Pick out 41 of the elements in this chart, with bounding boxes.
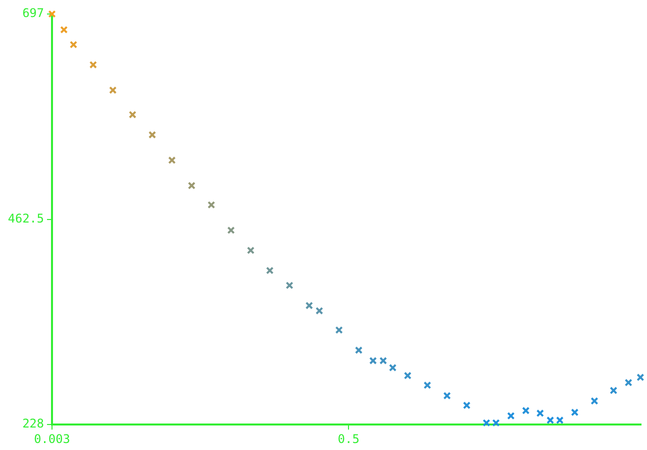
point (148, 130, 156, 139)
point (379, 356, 388, 365)
point (335, 326, 343, 334)
point (266, 266, 274, 274)
point (522, 406, 530, 414)
y-tick-label: 462.5 (8, 211, 44, 226)
point (246, 246, 255, 254)
point (636, 373, 644, 382)
point (462, 402, 471, 410)
point (507, 412, 515, 420)
point (424, 381, 432, 390)
point (188, 182, 196, 190)
point (443, 392, 451, 400)
x-tick-label: 0.5 (338, 432, 360, 446)
point (354, 346, 363, 354)
point (60, 26, 68, 34)
point (316, 306, 324, 315)
point (369, 356, 377, 365)
point (610, 386, 618, 394)
point (482, 419, 490, 427)
y-tick-label: 697 (22, 6, 44, 20)
x-tick-label: 0.003 (34, 432, 70, 446)
point (388, 364, 397, 372)
point (624, 378, 632, 386)
point (227, 226, 235, 234)
point (208, 201, 216, 209)
point (556, 416, 564, 424)
point (546, 416, 554, 424)
point (168, 156, 176, 164)
point (570, 408, 579, 416)
point (128, 110, 136, 119)
point (286, 282, 294, 290)
point (109, 86, 117, 94)
point (89, 60, 98, 69)
point (404, 372, 412, 380)
point (305, 302, 314, 310)
point (536, 409, 544, 418)
point (590, 397, 598, 405)
point (70, 40, 78, 48)
y-tick-label: 228 (22, 416, 44, 431)
point (492, 419, 500, 427)
